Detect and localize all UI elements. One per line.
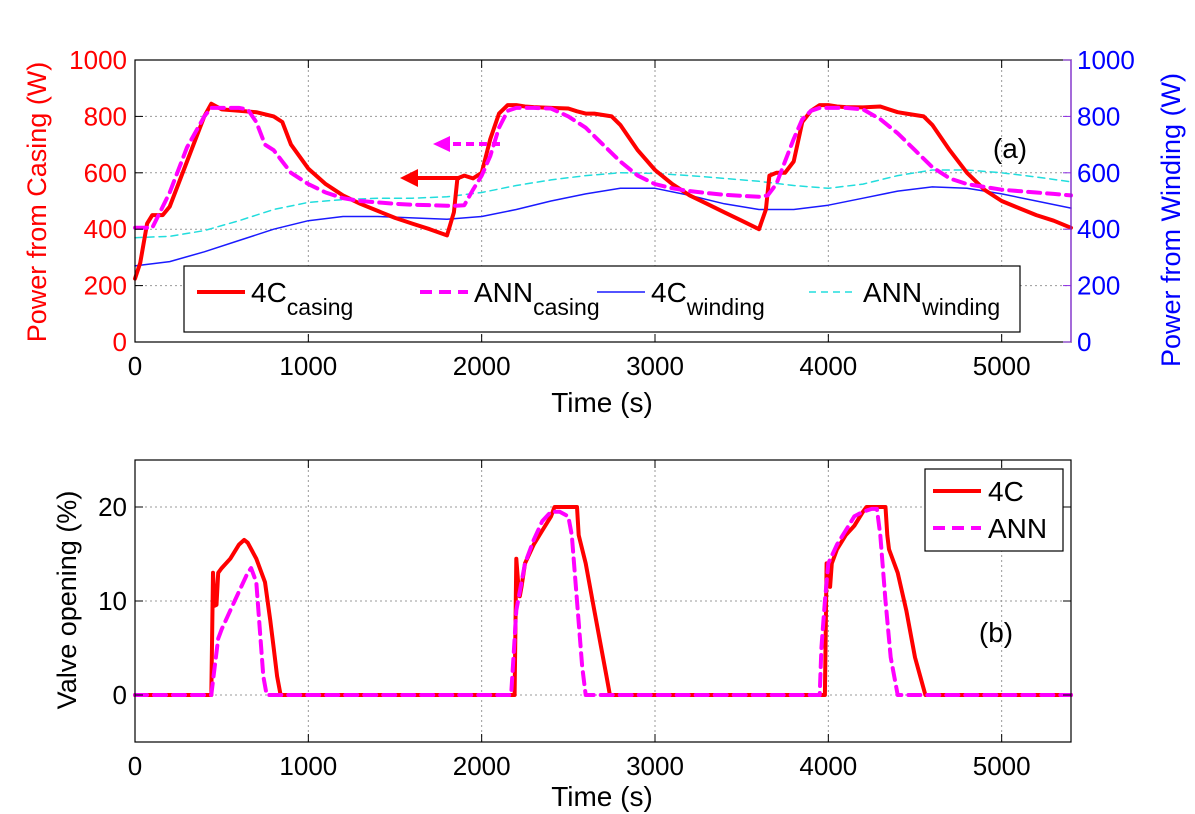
chart-b-series-line-ann: [133, 506, 1073, 697]
chart-b-x-tick-label: 0: [128, 751, 142, 781]
arrow-ann-casing-head: [433, 136, 450, 152]
chart-a-ticks: 0 1000 2000 3000 4000 5000 0 200 400 600 800 1000 0 2…: [69, 45, 1135, 381]
chart-b-x-tick-label: 2000: [453, 751, 511, 781]
chart-a-legend-label: ANNwinding: [863, 277, 1000, 320]
chart-a-series: [133, 101, 1073, 281]
chart-b-legend-label: ANN: [988, 513, 1047, 544]
chart-a-legend-label: 4Cwinding: [651, 277, 765, 320]
chart-a-legend: 4Ccasing ANNcasing 4Cwinding ANNwinding: [183, 265, 1021, 333]
chart-b-x-tick-label: 4000: [799, 751, 857, 781]
chart-a-y-tick-label: 600: [84, 158, 127, 188]
chart-a-y-tick-label: 0: [113, 327, 127, 357]
chart-b-legend: 4C ANN: [924, 468, 1064, 552]
arrow-4c-casing-head: [400, 169, 418, 187]
chart-a-y-tick-label: 400: [84, 214, 127, 244]
chart-a-series-line-ann-casing: [133, 105, 1073, 230]
chart-b-y-tick-label: 10: [98, 586, 127, 616]
chart-b-y-tick-label: 0: [113, 680, 127, 710]
chart-a-x-tick-label: 5000: [973, 351, 1031, 381]
chart-a-y2-tick-label: 200: [1077, 271, 1120, 301]
chart-a-legend-label: ANNcasing: [474, 277, 600, 320]
chart-a-y2-tick-label: 400: [1077, 214, 1120, 244]
chart-a-series-line-ann-winding: [134, 169, 1072, 239]
chart-a-x-tick-label: 3000: [626, 351, 684, 381]
chart-b-x-axis-label: Time (s): [551, 781, 653, 812]
chart-b-series: [133, 505, 1073, 697]
chart-a-y-tick-label: 1000: [69, 45, 127, 75]
chart-b-panel-label: (b): [979, 617, 1013, 648]
chart-a-x-tick-label: 0: [128, 351, 142, 381]
chart-b-ticks: 0 1000 2000 3000 4000 5000 0 10 20: [98, 460, 1071, 781]
chart-b: 0 1000 2000 3000 4000 5000 0 10 20 Time (s) Valv…: [52, 459, 1073, 812]
chart-b-x-tick-label: 3000: [626, 751, 684, 781]
chart-a-annotation-arrows: [400, 136, 500, 187]
chart-a-x-axis-label: Time (s): [551, 387, 653, 418]
chart-b-x-tick-label: 5000: [973, 751, 1031, 781]
chart-b-x-tick-label: 1000: [279, 751, 337, 781]
chart-a-x-tick-label: 4000: [799, 351, 857, 381]
chart-a-x-tick-label: 2000: [453, 351, 511, 381]
chart-b-y-axis-label: Valve opening (%): [52, 491, 82, 710]
chart-a-y2-tick-label: 0: [1077, 327, 1091, 357]
chart-a-y2-tick-label: 1000: [1077, 45, 1135, 75]
chart-a-series-line-4c-casing: [133, 101, 1073, 281]
chart-a-legend-label: 4Ccasing: [251, 277, 353, 320]
chart-a-panel-label: (a): [993, 133, 1027, 164]
chart-b-legend-box: [924, 468, 1064, 552]
chart-a-y2-tick-label: 600: [1077, 158, 1120, 188]
chart-a-x-tick-label: 1000: [279, 351, 337, 381]
chart-a-y-tick-label: 200: [84, 271, 127, 301]
chart-a-right-axis-label: Power from Winding (W): [1156, 73, 1186, 367]
chart-b-legend-label: 4C: [988, 476, 1024, 507]
chart-a-y2-tick-label: 800: [1077, 101, 1120, 131]
chart-a-series-line-4c-winding: [134, 186, 1072, 267]
chart-b-y-tick-label: 20: [98, 492, 127, 522]
chart-a-left-axis-label: Power from Casing (W): [22, 62, 52, 343]
chart-a-legend-box: [183, 265, 1021, 333]
chart-a-y-tick-label: 800: [84, 101, 127, 131]
chart-a: 0 1000 2000 3000 4000 5000 0 200 400 600 800 1000 0 2…: [22, 45, 1186, 418]
